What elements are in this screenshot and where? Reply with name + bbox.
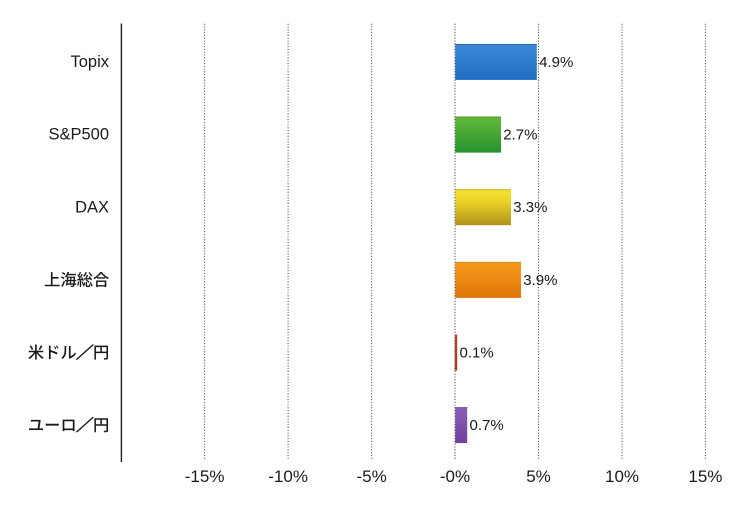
svg-text:2.7%: 2.7%: [503, 127, 537, 144]
svg-text:DAX: DAX: [75, 198, 109, 216]
svg-text:0.1%: 0.1%: [460, 344, 494, 361]
svg-text:-0%: -0%: [440, 467, 470, 486]
svg-text:5%: 5%: [526, 467, 551, 486]
svg-text:15%: 15%: [688, 467, 722, 486]
svg-text:-15%: -15%: [185, 467, 225, 486]
svg-text:4.9%: 4.9%: [539, 54, 573, 71]
svg-text:3.9%: 3.9%: [523, 272, 557, 289]
svg-text:-10%: -10%: [268, 467, 308, 486]
svg-text:Topix: Topix: [70, 53, 109, 71]
svg-text:0.7%: 0.7%: [470, 417, 504, 434]
svg-text:3.3%: 3.3%: [513, 199, 547, 216]
svg-text:-5%: -5%: [356, 467, 386, 486]
svg-text:S&P500: S&P500: [48, 126, 109, 144]
svg-text:10%: 10%: [605, 467, 639, 486]
